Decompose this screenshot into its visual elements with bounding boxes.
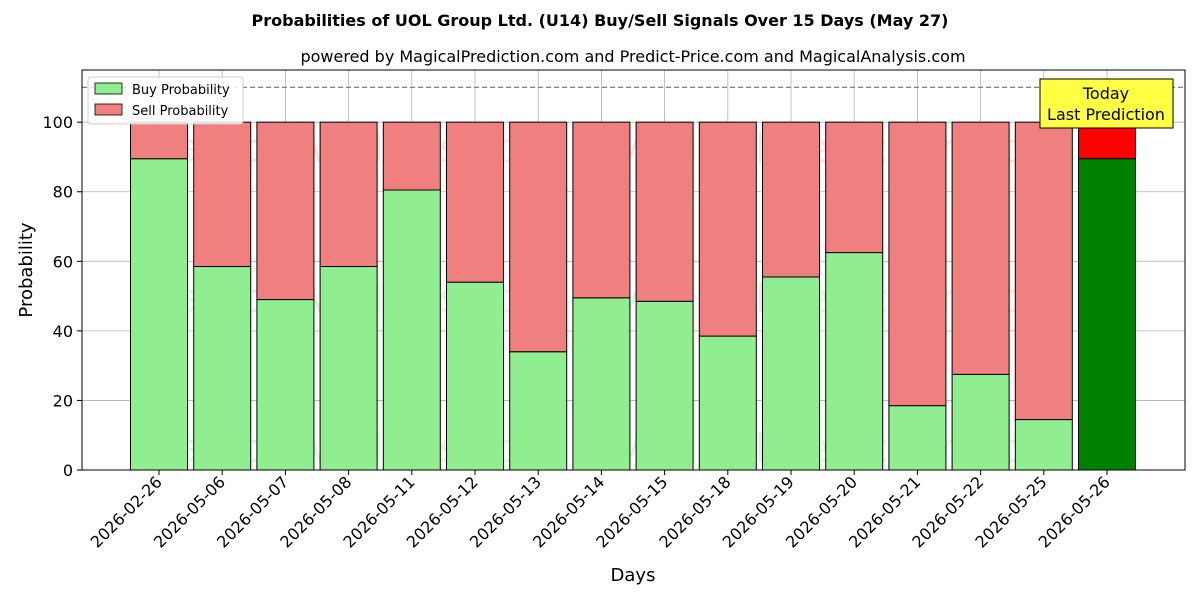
bar-buy-2026-05-12 xyxy=(446,281,504,471)
y-tick-label: 40 xyxy=(53,322,73,341)
bar-buy-2026-05-18 xyxy=(698,335,757,471)
annotation-box xyxy=(1039,78,1174,129)
bar-buy-2026-05-15 xyxy=(635,300,694,471)
bar-sell-2026-05-14 xyxy=(572,121,631,299)
legend-swatch-buy xyxy=(94,82,123,95)
y-tick-label: 0 xyxy=(63,461,73,480)
legend-label-sell: Sell Probability xyxy=(132,104,229,119)
annotation-line2: Last Prediction xyxy=(1047,105,1165,124)
y-tick-label: 60 xyxy=(53,252,73,271)
bar-sell-2026-02-26 xyxy=(130,121,188,160)
bar-sell-2026-05-08 xyxy=(319,121,378,268)
bar-sell-2026-05-15 xyxy=(635,121,694,302)
bar-buy-2026-05-25 xyxy=(1014,419,1073,471)
bar-sell-2026-05-25 xyxy=(1014,121,1073,421)
bar-buy-2026-05-07 xyxy=(256,299,315,471)
bar-sell-2026-05-12 xyxy=(446,121,504,283)
legend: Buy Probability Sell Probability xyxy=(87,76,244,125)
bar-buy-2026-05-14 xyxy=(572,297,631,471)
bars xyxy=(130,121,1136,471)
bar-buy-2026-05-13 xyxy=(509,351,568,471)
bar-buy-2026-05-11 xyxy=(382,189,441,471)
bar-buy-2026-05-19 xyxy=(762,276,820,471)
bar-buy-2026-05-22 xyxy=(951,373,1010,471)
legend-label-buy: Buy Probability xyxy=(132,83,230,98)
bar-sell-2026-05-13 xyxy=(509,121,568,353)
bar-buy-2026-05-08 xyxy=(319,266,378,471)
bar-buy-2026-05-06 xyxy=(193,266,252,471)
y-axis-label: Probability xyxy=(16,222,37,317)
bar-sell-2026-05-20 xyxy=(825,121,884,254)
today-annotation: Today Last Prediction xyxy=(1039,78,1174,129)
bar-sell-2026-05-18 xyxy=(698,121,757,337)
bar-buy-2026-05-21 xyxy=(888,405,947,471)
bar-sell-2026-05-06 xyxy=(193,121,252,268)
x-axis-label: Days xyxy=(611,565,656,586)
y-axis: 0 20 40 60 80 100 xyxy=(42,113,82,480)
plot-frame xyxy=(81,69,1186,471)
legend-swatch-sell xyxy=(94,103,123,116)
chart-title: Probabilities of UOL Group Ltd. (U14) Bu… xyxy=(252,11,949,30)
chart-subtitle: powered by MagicalPrediction.com and Pre… xyxy=(300,47,965,66)
y-tick-label: 100 xyxy=(42,113,73,132)
legend-box xyxy=(87,76,244,125)
y-tick-label: 20 xyxy=(53,391,73,410)
bar-buy-2026-05-26 xyxy=(1078,158,1136,471)
annotation-line1: Today xyxy=(1082,84,1129,103)
bar-buy-2026-05-20 xyxy=(825,252,884,471)
bar-sell-2026-05-11 xyxy=(382,121,441,191)
bar-sell-2026-05-07 xyxy=(256,121,315,301)
bar-sell-2026-05-22 xyxy=(951,121,1010,375)
bar-buy-2026-02-26 xyxy=(130,158,188,471)
bar-sell-2026-05-21 xyxy=(888,121,947,407)
y-tick-label: 80 xyxy=(53,183,73,202)
bar-sell-2026-05-19 xyxy=(762,121,820,278)
